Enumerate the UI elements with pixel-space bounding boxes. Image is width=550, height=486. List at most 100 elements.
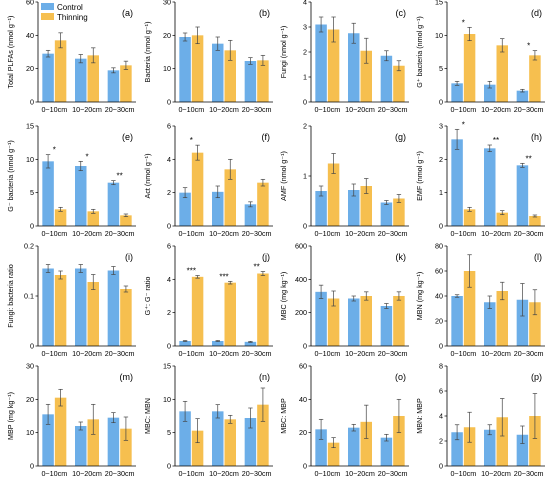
y-tick-label: 15 — [435, 0, 443, 7]
x-tick-label: 0~10cm — [314, 229, 340, 238]
y-tick-label: 10 — [26, 428, 34, 437]
bar-m-thinning-2 — [87, 419, 99, 466]
y-tick-label: 600 — [295, 242, 307, 251]
bar-k-thinning-3 — [393, 296, 405, 346]
bar-o-thinning-2 — [360, 421, 372, 466]
bar-d-control-2 — [484, 84, 496, 102]
panel-a: 0~10cm 10~20cm 20~30cm 0 20 40 60 Total PLFAs (… — [6, 0, 136, 114]
y-tick-label: 0.1 — [24, 292, 34, 301]
y-axis-label: MBN (mg kg⁻¹) — [415, 272, 424, 321]
bar-n-control-3 — [244, 418, 257, 466]
bar-d-control-3 — [516, 90, 529, 102]
y-axis-label: MBP (mg kg⁻¹) — [6, 392, 15, 440]
bar-l-thinning-2 — [496, 291, 508, 346]
bar-a-thinning-2 — [87, 55, 99, 102]
y-tick-label: 0 — [303, 222, 307, 231]
panel-label: (n) — [259, 372, 270, 382]
x-tick-label: 20~30cm — [378, 229, 408, 238]
y-axis-label: Total PLFAs (nmol g⁻¹) — [6, 16, 15, 89]
bar-k-thinning-1 — [327, 298, 340, 346]
bar-k-control-1 — [315, 291, 327, 346]
bar-f-control-2 — [212, 191, 224, 226]
y-axis-label: EMF (nmol g⁻¹) — [415, 151, 424, 201]
bar-p-thinning-2 — [496, 417, 508, 466]
x-tick-label: 10~20cm — [345, 105, 375, 114]
x-tick-label: 20~30cm — [242, 469, 272, 478]
bar-e-thinning-3 — [120, 215, 132, 226]
panel-label: (p) — [531, 372, 542, 382]
bar-j-control-2 — [212, 341, 224, 346]
x-tick-label: 0~10cm — [178, 349, 204, 358]
y-tick-label: 0 — [167, 98, 171, 107]
bar-k-control-2 — [348, 298, 360, 346]
bar-p-control-1 — [451, 432, 463, 466]
panel-g: 0~10cm 10~20cm 20~30cm 0 1 2 AMF (nmol g⁻¹) (g) — [279, 122, 409, 238]
panel-label: (e) — [122, 132, 133, 142]
x-tick-label: 0~10cm — [450, 349, 476, 358]
y-axis-label: Fungi: bacteria ratio — [6, 264, 15, 328]
bar-b-thinning-2 — [224, 50, 236, 102]
panel-h: * 0~10cm ** 10~20cm ** 20~30cm 0 1 2 3 EMF (nmol g… — [415, 120, 545, 238]
bar-p-thinning-1 — [463, 427, 476, 466]
y-tick-label: 40 — [435, 292, 443, 301]
legend-label-thinning: Thinning — [57, 13, 88, 22]
bar-h-control-1 — [451, 139, 463, 226]
panel-label: (a) — [122, 8, 133, 18]
y-tick-label: 60 — [299, 362, 307, 371]
bar-o-thinning-3 — [393, 416, 405, 466]
y-tick-label: 0 — [167, 462, 171, 471]
y-axis-label: MBC: MBN — [143, 398, 152, 434]
y-tick-label: 2 — [439, 437, 443, 446]
x-tick-label: 20~30cm — [378, 349, 408, 358]
y-tick-label: 1 — [303, 73, 307, 82]
y-tick-label: 0 — [439, 342, 443, 351]
bar-g-control-1 — [315, 191, 327, 226]
panel-e: * 0~10cm * 10~20cm ** 20~30cm 0 5 10 15 G⁻ bacteri… — [6, 122, 136, 238]
bar-l-control-2 — [484, 302, 496, 346]
bar-f-control-3 — [244, 204, 257, 226]
y-tick-label: 2 — [303, 48, 307, 57]
panel-label: (k) — [396, 252, 407, 262]
y-tick-label: 3 — [303, 23, 307, 32]
bar-c-control-2 — [348, 33, 360, 102]
significance-marker-d-3: * — [527, 42, 530, 51]
bar-n-thinning-1 — [191, 430, 204, 466]
x-tick-label: 20~30cm — [105, 105, 135, 114]
y-tick-label: 20 — [435, 317, 443, 326]
panel-b: 0~10cm 10~20cm 20~30cm 0 10 20 30 Bacteria (nmo… — [143, 0, 273, 114]
bar-h-thinning-3 — [529, 216, 541, 226]
bar-d-control-1 — [451, 83, 463, 102]
significance-marker-j-1: *** — [187, 267, 196, 276]
x-tick-label: 10~20cm — [345, 469, 375, 478]
y-tick-label: 2 — [303, 122, 307, 131]
bar-c-control-1 — [315, 24, 327, 102]
significance-marker-j-2: *** — [219, 272, 228, 281]
panel-label: (d) — [531, 8, 542, 18]
x-tick-label: 0~10cm — [450, 469, 476, 478]
significance-marker-f-1: * — [190, 136, 193, 145]
panel-label: (j) — [262, 252, 270, 262]
y-axis-label: Act (nmol g⁻¹) — [143, 154, 152, 199]
y-tick-label: 4 — [167, 155, 171, 164]
y-tick-label: 10 — [163, 395, 171, 404]
bar-j-control-3 — [244, 341, 257, 346]
bar-b-control-2 — [212, 43, 224, 102]
significance-marker-j-3: ** — [254, 263, 260, 272]
bar-o-thinning-1 — [327, 442, 340, 466]
x-tick-label: 0~10cm — [178, 105, 204, 114]
y-tick-label: 4 — [167, 275, 171, 284]
panel-label: (h) — [531, 132, 542, 142]
panel-label: (l) — [534, 252, 542, 262]
x-tick-label: 20~30cm — [514, 229, 544, 238]
x-tick-label: 10~20cm — [481, 349, 511, 358]
bar-e-thinning-2 — [87, 211, 99, 226]
panel-f: * 0~10cm 10~20cm 20~30cm 0 2 4 6 Act (nmol g⁻¹) (… — [143, 122, 273, 238]
bar-c-thinning-1 — [327, 29, 340, 102]
y-axis-label: MBC (mg kg⁻¹) — [279, 272, 288, 321]
y-tick-label: 0 — [439, 222, 443, 231]
bar-b-thinning-1 — [191, 35, 204, 103]
x-tick-label: 0~10cm — [41, 349, 67, 358]
y-tick-label: 0 — [30, 342, 34, 351]
bar-j-thinning-3 — [257, 273, 269, 346]
